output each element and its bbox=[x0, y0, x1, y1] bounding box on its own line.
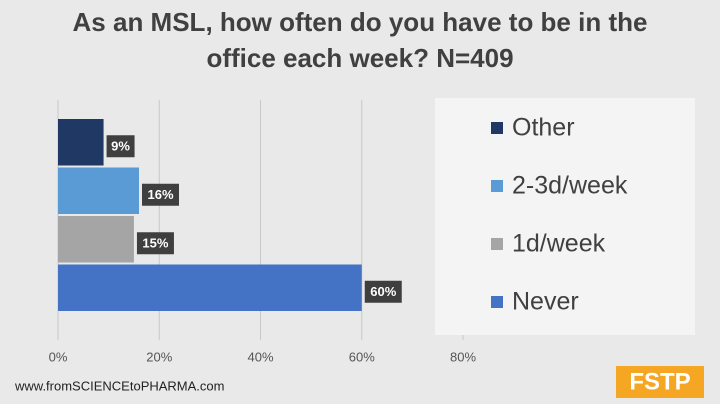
x-tick-label: 80% bbox=[450, 349, 476, 364]
data-label: 15% bbox=[142, 236, 168, 251]
data-label-box bbox=[142, 183, 179, 206]
bar bbox=[58, 167, 139, 214]
legend-swatch bbox=[491, 238, 503, 250]
legend-box bbox=[435, 98, 695, 335]
data-label: 16% bbox=[147, 187, 173, 202]
logo-box bbox=[616, 366, 704, 398]
x-tick-label: 40% bbox=[247, 349, 273, 364]
legend-label: 1d/week bbox=[512, 230, 606, 258]
data-label-box bbox=[364, 280, 402, 303]
bar bbox=[58, 119, 104, 166]
legend-swatch bbox=[491, 180, 503, 192]
legend-label: Never bbox=[512, 288, 579, 316]
data-label-box bbox=[136, 232, 174, 255]
x-tick-label: 0% bbox=[49, 349, 68, 364]
legend-label: 2-3d/week bbox=[512, 172, 628, 200]
bar bbox=[58, 264, 362, 311]
footer-url: www.fromSCIENCEtoPHARMA.com bbox=[14, 378, 224, 393]
chart-title: As an MSL, how often do you have to be i… bbox=[72, 7, 648, 73]
legend-swatch bbox=[491, 296, 503, 308]
x-tick-label: 60% bbox=[349, 349, 375, 364]
data-label-box bbox=[106, 135, 135, 158]
logo: FSTP bbox=[629, 368, 690, 395]
data-label: 60% bbox=[370, 284, 396, 299]
legend-swatch bbox=[491, 122, 503, 134]
legend-label: Other bbox=[512, 114, 575, 142]
bar bbox=[58, 216, 134, 263]
x-tick-label: 20% bbox=[146, 349, 172, 364]
data-label: 9% bbox=[111, 139, 130, 154]
